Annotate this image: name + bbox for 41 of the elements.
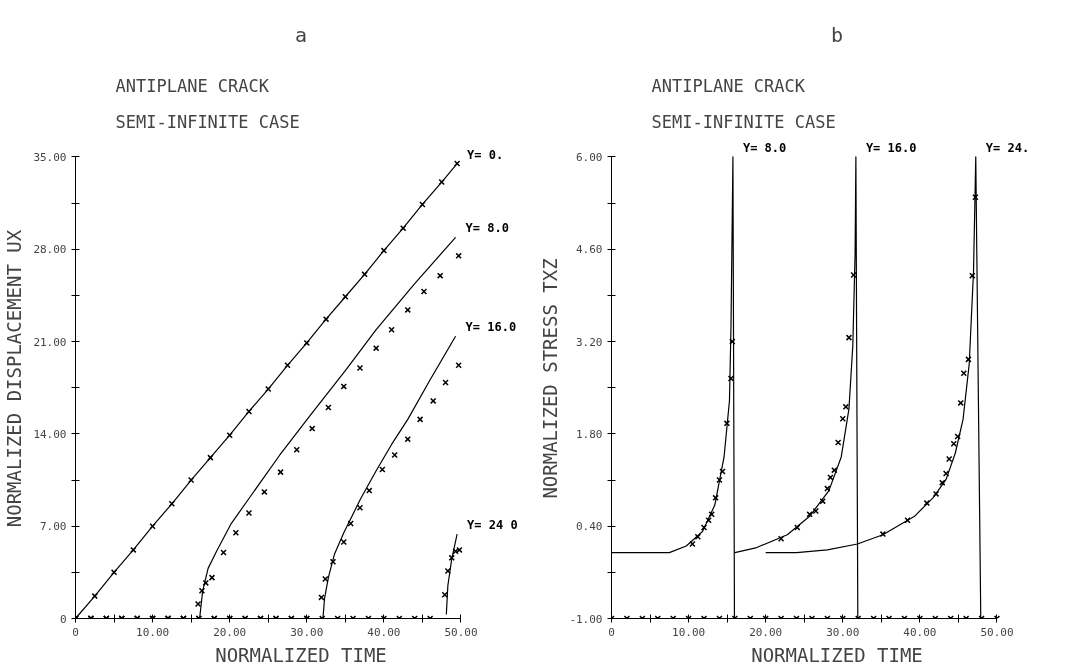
y-tick-label: 1.80	[576, 427, 603, 441]
series-label: Y= 0.	[467, 147, 504, 162]
x-tick-label: 30.00	[290, 625, 324, 639]
text: a	[294, 22, 308, 47]
text: b	[830, 22, 844, 47]
y-tick-label: 7.00	[40, 520, 67, 534]
y-tick-label: 0.40	[576, 520, 603, 534]
y-axis-title: NORMALIZED DISPLACEMENT UX	[3, 229, 26, 528]
x-tick-label: 0	[72, 625, 79, 639]
x-tick-label: 50.00	[980, 625, 1014, 639]
y-tick-label: 28.00	[33, 243, 67, 257]
x-axis-title: NORMALIZED TIME	[751, 643, 923, 666]
series-label: Y= 8.0	[465, 221, 509, 236]
series-label: Y= 16.0	[865, 140, 917, 155]
x-tick-label: 40.00	[903, 625, 937, 639]
series-label: Y= 8.0	[742, 140, 787, 155]
series-label: Y= 24.	[985, 140, 1030, 155]
series-label: Y= 24 0	[467, 518, 518, 533]
y-tick-label: 21.00	[33, 335, 67, 349]
x-tick-label: 50.00	[444, 625, 478, 639]
x-tick-label: 30.00	[826, 625, 860, 639]
y-tick-label: 6.00	[576, 150, 603, 164]
x-tick-label: 20.00	[213, 625, 247, 639]
chart-subtitle: SEMI-INFINITE CASE	[651, 111, 836, 132]
series-label: Y= 16.0	[465, 320, 517, 335]
y-tick-label: 14.00	[33, 427, 67, 441]
chart-title: ANTIPLANE CRACK	[115, 75, 270, 96]
x-tick-label: 10.00	[136, 625, 170, 639]
y-tick-label: 4.60	[576, 243, 603, 257]
x-tick-label: 20.00	[749, 625, 783, 639]
y-axis-title: NORMALIZED STRESS TXZ	[539, 258, 562, 499]
y-tick-label: -1.00	[569, 612, 603, 626]
y-tick-label: 0	[59, 612, 67, 626]
y-tick-label: 3.20	[576, 335, 603, 349]
y-tick-label: 35.00	[33, 150, 67, 164]
x-tick-label: 40.00	[367, 625, 401, 639]
x-tick-label: 10.00	[672, 625, 706, 639]
chart-subtitle: SEMI-INFINITE CASE	[115, 111, 300, 132]
x-tick-label: 0	[608, 625, 615, 639]
x-axis-title: NORMALIZED TIME	[215, 643, 387, 666]
chart-title: ANTIPLANE CRACK	[651, 75, 806, 96]
